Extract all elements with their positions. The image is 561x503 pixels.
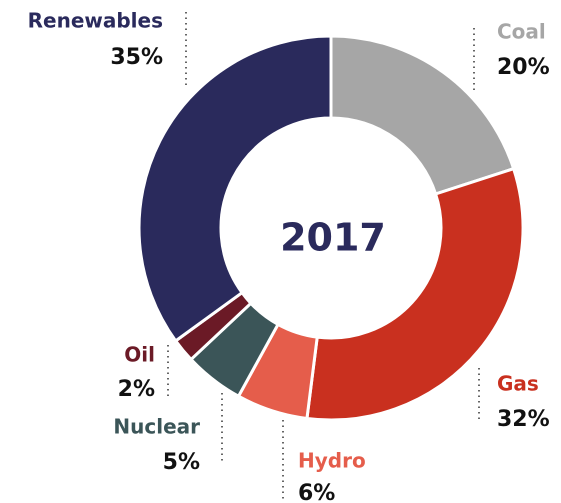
category-label: Gas (497, 372, 539, 396)
category-label: Oil (124, 343, 155, 367)
slice (137, 34, 333, 343)
slice (305, 166, 525, 422)
value-label: 2% (118, 377, 155, 402)
slice (329, 34, 516, 196)
category-label: Coal (497, 20, 546, 44)
category-label: Hydro (298, 449, 366, 473)
value-label: 35% (110, 45, 163, 70)
value-label: 6% (298, 481, 335, 503)
category-label: Nuclear (113, 415, 200, 439)
chart-title: 2017 (280, 216, 386, 260)
value-label: 20% (497, 55, 550, 80)
value-label: 32% (497, 407, 550, 432)
value-label: 5% (163, 450, 200, 475)
category-label: Renewables (28, 9, 163, 33)
